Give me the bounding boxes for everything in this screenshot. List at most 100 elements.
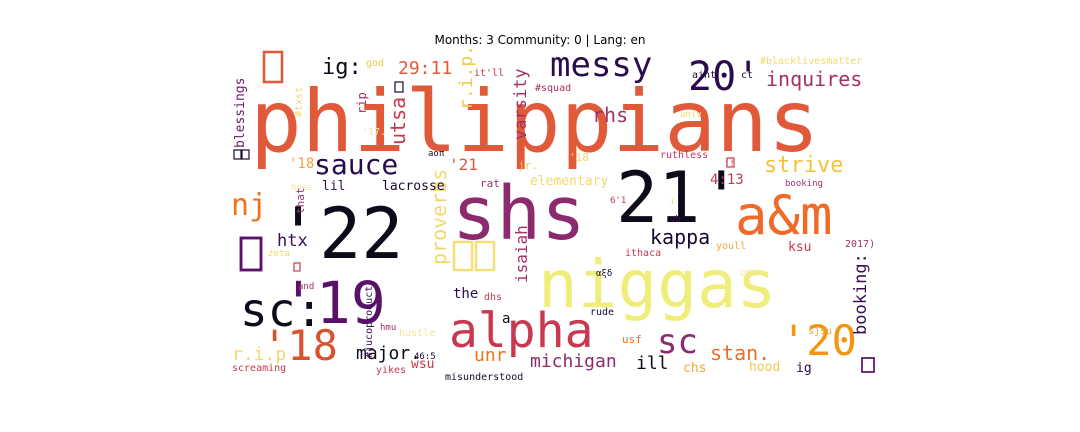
word-hustle-81: hustle xyxy=(399,328,435,339)
word-misunderstood-83: misunderstood xyxy=(445,372,523,383)
word-varsity-22: varsity xyxy=(511,68,531,140)
word-sjsu-80: sjsu xyxy=(808,326,832,337)
word-21-2: 21' xyxy=(616,157,742,239)
word-20-9: 20' xyxy=(688,54,760,100)
word-ill-33: ill xyxy=(636,353,669,374)
word-413-41: 4:13 xyxy=(710,172,744,188)
word-yikes-84: yikes xyxy=(376,365,406,376)
word-18-11: '18 xyxy=(262,321,338,370)
glyph-box-icon xyxy=(293,262,301,272)
word-61-64: 6'1 xyxy=(610,196,626,206)
word-chs-45: chs xyxy=(683,361,706,376)
glyph-box-icon xyxy=(861,357,875,373)
word-the-43: the xyxy=(453,286,478,302)
word-major-30: major. xyxy=(356,343,421,364)
glyph-box-icon xyxy=(262,50,284,84)
word-lil-36: lil xyxy=(322,179,345,194)
word-squad-54: #squad xyxy=(535,83,571,94)
word-utsa-21: utsa xyxy=(386,97,410,145)
word-i-87: i xyxy=(670,197,675,206)
word-blessings-39: blessings xyxy=(233,78,248,148)
word-22-3: '22 xyxy=(277,193,403,275)
glyph-box-icon xyxy=(474,240,496,272)
word-ct-57: ct xyxy=(741,70,753,81)
word-wsu-46: wsu xyxy=(411,357,434,372)
word-txst-58: #txst xyxy=(294,87,305,117)
word-michigan-29: michigan xyxy=(530,351,617,372)
word-hmu-76: hmu xyxy=(380,323,396,333)
word-rat-49: rat xyxy=(480,177,500,190)
word-screaming-85: screaming xyxy=(232,363,286,374)
word-18-86: '18 xyxy=(569,151,589,164)
word-ig-48: ig xyxy=(796,361,812,376)
word-ksu-42: ksu xyxy=(788,240,811,255)
word-a-44: a xyxy=(502,311,510,327)
word-ig-18: ig: xyxy=(322,55,362,80)
word-465-82: 46:5 xyxy=(414,352,436,362)
word-kappa-25: kappa xyxy=(650,225,710,249)
word-god-52: god xyxy=(366,58,384,69)
word-token-69: αξδ xyxy=(596,269,612,279)
word-am-5: a&m xyxy=(735,184,833,247)
glyph-box-icon xyxy=(394,81,404,93)
glyph-box-icon xyxy=(233,149,242,160)
word-htx-34: htx xyxy=(277,231,308,251)
glyph-box-icon xyxy=(452,240,474,272)
glyph-box-icon xyxy=(239,236,263,272)
word-youll-66: youll xyxy=(716,241,746,252)
word-nj-15: nj xyxy=(231,188,267,223)
word-aint-56: aint xyxy=(692,70,716,81)
word-rip-51: rip xyxy=(355,92,369,114)
glyph-box-icon xyxy=(241,149,250,160)
word-ruthless-62: ruthless xyxy=(660,150,708,161)
word-unr-32: unr xyxy=(474,345,507,366)
word-hood-47: hood xyxy=(749,360,780,375)
word-inquires-17: inquires xyxy=(766,67,862,91)
word-shs-1: shs xyxy=(452,171,586,257)
word-17-59: '17. xyxy=(362,127,386,138)
word-2017-67: 2017) xyxy=(845,239,875,250)
word-sauce-14: sauce xyxy=(314,148,398,181)
word-philippians-0: philippians xyxy=(250,72,820,172)
word-rip-31: r.i.p xyxy=(232,344,286,365)
word-unlv-61: unlv xyxy=(680,110,702,120)
word-token-88: !! xyxy=(724,159,735,169)
word-rip-20: r.i.p. xyxy=(456,45,477,110)
word-itll-53: it'll xyxy=(474,68,504,79)
word-strive-16: strive xyxy=(764,153,843,178)
word-rude-78: rude xyxy=(590,307,614,318)
chart-title: Months: 3 Community: 0 | Lang: en xyxy=(434,33,646,47)
word-19-6: '19 xyxy=(281,269,386,337)
word-isaiah-26: isaiah xyxy=(512,225,531,283)
word-21-35: '21 xyxy=(449,155,478,174)
word-20-10: '20 xyxy=(781,316,857,365)
word-sc-13: sc xyxy=(657,322,698,362)
word-hoes-72: hoes xyxy=(291,183,313,193)
word-booking-27: booking: xyxy=(851,253,871,335)
word-sc-8: sc: xyxy=(240,283,323,337)
word-18-38: '18 xyxy=(289,156,314,172)
word-elementary-40: elementary xyxy=(530,174,608,189)
word-stan-28: stan. xyxy=(710,341,770,365)
word-proverbs-24: proverbs xyxy=(427,169,451,265)
word-usf-79: usf xyxy=(622,333,642,346)
word-ithaca-68: ithaca xyxy=(625,248,661,259)
word-2911-19: 29:11 xyxy=(398,58,452,79)
word-niggas-4: niggas xyxy=(538,246,776,323)
word-zeta-71: zeta xyxy=(268,249,290,259)
word-messy-12: messy xyxy=(550,45,652,85)
word-vb-65: vb xyxy=(670,215,681,225)
word-lacrosse-37: lacrosse xyxy=(382,179,445,194)
word-rhs-23: rhs xyxy=(592,103,628,127)
word-that-73: that xyxy=(294,188,307,215)
word-jucoproduct-77: #jucoproduct xyxy=(364,286,375,358)
word-booking-63: booking xyxy=(785,179,823,189)
word-jr-50: jr. xyxy=(518,159,538,172)
word-blacklivesmatter-55: #blacklivesmatter xyxy=(760,56,862,67)
word-alpha-7: alpha xyxy=(449,303,594,359)
glyph-box-icon xyxy=(726,157,735,168)
word-and-74: and xyxy=(298,282,314,292)
word-pnw-70: pnw xyxy=(740,268,757,278)
word-dhs-75: dhs xyxy=(484,292,502,303)
